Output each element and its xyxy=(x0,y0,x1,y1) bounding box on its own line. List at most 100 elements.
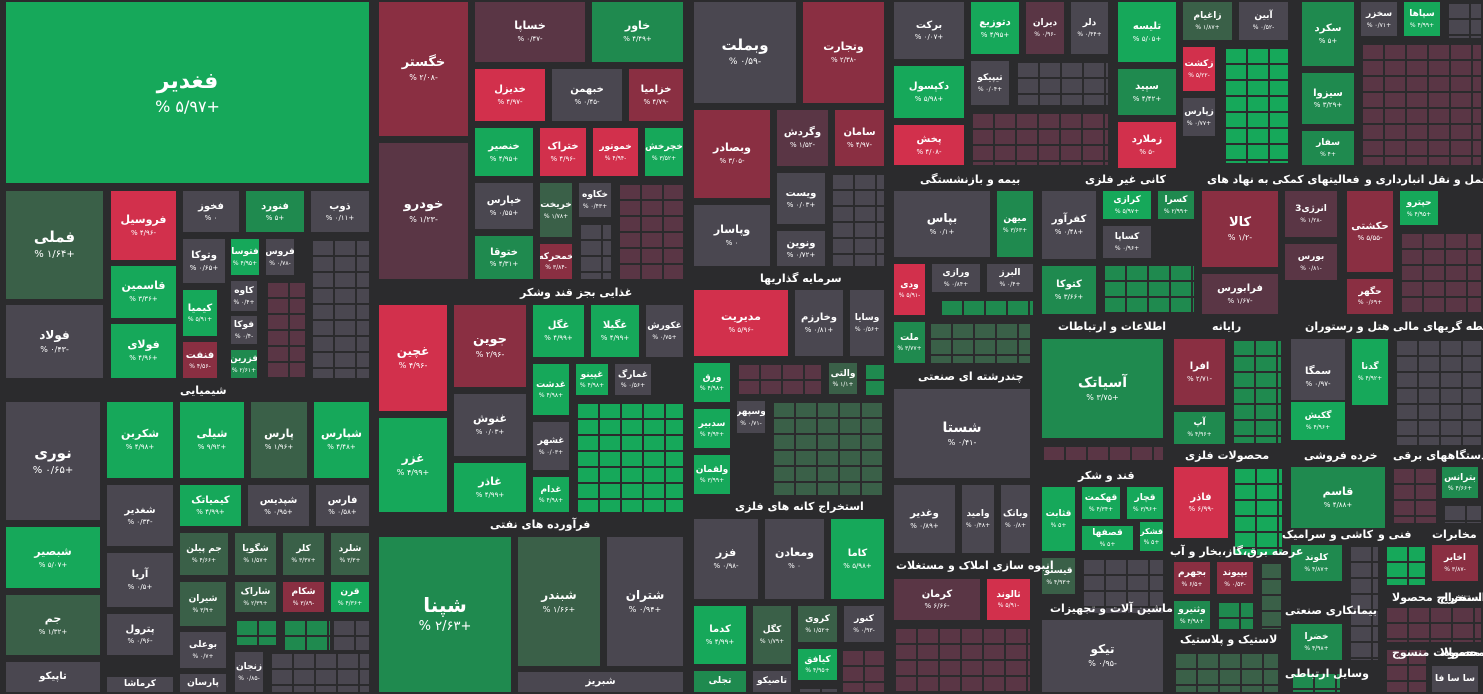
treemap-tile[interactable]: کرماشا xyxy=(105,675,175,694)
treemap-tile[interactable]: قهکمت +۴/۳۴ % xyxy=(1080,485,1122,521)
treemap-tile[interactable]: شبندر +۱/۶۶ % xyxy=(516,535,602,668)
treemap-tile[interactable]: آبین -۰/۵۲ % xyxy=(1237,0,1290,42)
treemap-tile[interactable]: کسرا +۲/۹۹ % xyxy=(1156,189,1196,221)
treemap-tile[interactable]: شغدیر -۰/۳۴ % xyxy=(105,483,175,548)
treemap-tile[interactable]: قچار +۳/۹۶ % xyxy=(1125,485,1165,521)
treemap-tile[interactable]: غدشت +۴/۹۸ % xyxy=(531,362,571,417)
treemap-tile[interactable]: وتجارت -۲/۳۸ % xyxy=(801,0,886,105)
treemap-tile[interactable]: والتی +۱/۱ % xyxy=(827,361,859,396)
treemap-tile[interactable]: افرا -۲/۷۱ % xyxy=(1172,337,1227,407)
treemap-tile[interactable]: خودرو -۱/۲۳ % xyxy=(377,141,470,281)
treemap-tile[interactable]: خکاوه +۰/۴۳ % xyxy=(577,181,613,219)
treemap-tile[interactable]: وپاسار ۰ % xyxy=(692,203,772,268)
treemap-tile[interactable]: خمحرکه -۳/۸۴ % xyxy=(538,242,574,281)
treemap-tile[interactable]: وامید +۰/۴۸ % xyxy=(960,483,996,555)
treemap-tile[interactable]: جم +۱/۳۲ % xyxy=(4,593,102,657)
treemap-tile[interactable]: شپدیس +۰/۹۵ % xyxy=(246,483,311,528)
treemap-tile[interactable]: غدام +۴/۹۸ % xyxy=(531,475,571,514)
treemap-tile[interactable]: فنورد +۵ % xyxy=(244,189,306,234)
treemap-tile[interactable]: شبصیر +۵/۰۷ % xyxy=(4,525,102,590)
treemap-tile[interactable]: کدما +۴/۹۹ % xyxy=(692,604,748,666)
treemap-tile[interactable]: شکربن +۴/۹۸ % xyxy=(105,400,175,480)
treemap-tile[interactable]: بوعلی +۰/۷ % xyxy=(178,630,228,670)
treemap-tile[interactable]: خضرا +۴/۹۸ % xyxy=(1289,622,1344,662)
treemap-tile[interactable]: دلر +۰/۴۴ % xyxy=(1069,0,1110,56)
treemap-tile[interactable]: حگهر +۰/۶۹ % xyxy=(1345,277,1395,316)
treemap-tile[interactable]: خاور +۴/۴۹ % xyxy=(590,0,685,64)
treemap-tile[interactable]: مدیریت -۵/۹۶ % xyxy=(692,288,790,358)
treemap-tile[interactable]: قثابت +۵ % xyxy=(1040,485,1077,553)
treemap-tile[interactable]: خساپا -۰/۴۷ % xyxy=(473,0,587,64)
treemap-tile[interactable]: وتوکا +۰/۶۵ % xyxy=(181,237,227,285)
treemap-tile[interactable]: غگیلا +۴/۹۹ % xyxy=(589,303,641,359)
treemap-tile[interactable]: سپاها +۴/۹۹ % xyxy=(1402,0,1442,38)
treemap-tile[interactable]: حکشتی -۵/۵۵ % xyxy=(1345,189,1395,274)
treemap-tile[interactable]: شپنا +۲/۶۳ % xyxy=(377,535,513,694)
treemap-tile[interactable]: قاسمین +۳/۳۶ % xyxy=(109,264,178,320)
treemap-tile[interactable]: وسایا +۰/۵۶ % xyxy=(848,288,886,358)
treemap-tile[interactable]: بجهرم +۶/۵ % xyxy=(1172,560,1212,596)
treemap-tile[interactable]: ورازی +۰/۸۴ % xyxy=(930,262,982,294)
treemap-tile[interactable]: وبصادر -۳/۰۵ % xyxy=(692,108,772,200)
treemap-tile[interactable]: شگویا +۱/۵۷ % xyxy=(233,531,278,577)
treemap-tile[interactable]: ویست +۰/۰۳ % xyxy=(775,171,827,226)
treemap-tile[interactable]: کلر +۳/۳۷ % xyxy=(281,531,326,577)
treemap-tile[interactable]: قشکر +۵ % xyxy=(1138,520,1165,553)
treemap-tile[interactable]: ومعادن ۰ % xyxy=(763,517,826,601)
treemap-tile[interactable]: ختوقا +۴/۳۱ % xyxy=(473,234,535,281)
treemap-tile[interactable]: غپینو +۴/۹۸ % xyxy=(574,362,610,397)
treemap-tile[interactable]: فولای +۴/۹۶ % xyxy=(109,322,178,380)
treemap-tile[interactable]: فروسیل -۴/۹۶ % xyxy=(109,189,178,262)
treemap-tile[interactable]: خدیزل -۴/۹۷ % xyxy=(473,67,547,123)
treemap-tile[interactable]: غاذر +۴/۹۹ % xyxy=(452,461,528,514)
treemap-tile[interactable]: پخش -۴/۰۸ % xyxy=(892,123,966,167)
treemap-tile[interactable]: شپارس +۴/۴۸ % xyxy=(312,400,371,480)
treemap-tile[interactable]: میهن +۳/۶۳ % xyxy=(995,189,1035,259)
treemap-tile[interactable]: خبهمن -۰/۴۵ % xyxy=(550,67,624,123)
treemap-tile[interactable]: نوری +۰/۶۵ % xyxy=(4,400,102,522)
treemap-tile[interactable]: خموتور -۴/۹۴ % xyxy=(591,126,640,178)
treemap-tile[interactable]: کالا -۱/۲ % xyxy=(1200,189,1280,269)
treemap-tile[interactable]: کنور -۰/۹۳ % xyxy=(842,604,886,644)
treemap-tile[interactable]: پارسان xyxy=(178,672,228,694)
treemap-tile[interactable]: زنجان -۰/۸۵ % xyxy=(233,650,265,694)
treemap-tile[interactable]: کیافق +۴/۹۵ % xyxy=(796,647,839,682)
treemap-tile[interactable]: غشهر +۰/۰۳ % xyxy=(531,420,571,472)
treemap-tile[interactable]: کیمیاتک +۴/۹۹ % xyxy=(178,483,243,528)
treemap-tile[interactable]: شیلی +۹/۹۲ % xyxy=(178,400,246,480)
treemap-tile[interactable]: قرن +۴/۳۶ % xyxy=(329,580,371,614)
treemap-tile[interactable]: ونوین +۰/۷۲ % xyxy=(775,229,827,268)
treemap-tile[interactable]: شکام -۳/۸۹ % xyxy=(281,580,326,614)
treemap-tile[interactable]: کفرآور +۰/۴۸ % xyxy=(1040,189,1098,261)
treemap-tile[interactable]: قیستو +۴/۹۳ % xyxy=(1040,556,1077,596)
treemap-tile[interactable]: ورق +۴/۹۸ % xyxy=(692,361,732,404)
treemap-tile[interactable]: غزر +۴/۹۹ % xyxy=(377,416,449,514)
treemap-tile[interactable]: زملارد -۵ % xyxy=(1116,120,1178,170)
treemap-tile[interactable]: شلرد +۳/۳ % xyxy=(329,531,371,577)
treemap-tile[interactable]: دکپسول +۵/۹۸ % xyxy=(892,64,966,120)
treemap-tile[interactable]: فاذر -۶/۹۹ % xyxy=(1172,465,1230,540)
treemap-tile[interactable]: کلوند +۴/۸۷ % xyxy=(1289,543,1344,583)
treemap-tile[interactable]: پارس +۱/۹۶ % xyxy=(249,400,309,480)
treemap-tile[interactable]: تاصیکو xyxy=(751,669,793,694)
treemap-tile[interactable]: فرابورس -۱/۶۷ % xyxy=(1200,272,1280,316)
treemap-tile[interactable]: دیران -۰/۹۶ % xyxy=(1024,0,1066,56)
treemap-tile[interactable]: فزر -۰/۹۸ % xyxy=(692,517,760,601)
treemap-tile[interactable]: پترول -۰/۹۶ % xyxy=(105,612,175,657)
treemap-tile[interactable]: فخوز ۰ % xyxy=(181,189,241,234)
treemap-tile[interactable]: وگردش -۱/۵۲ % xyxy=(775,108,830,168)
treemap-tile[interactable]: وثنیرو +۴/۹۸ % xyxy=(1172,599,1212,631)
treemap-tile[interactable]: اخابر -۳/۸۷ % xyxy=(1430,543,1480,583)
treemap-tile[interactable]: ملت +۳/۷۷ % xyxy=(892,320,927,365)
treemap-tile[interactable]: فملی +۱/۶۴ % xyxy=(4,189,105,301)
treemap-tile[interactable]: شتران +۰/۹۴ % xyxy=(605,535,685,668)
treemap-tile[interactable]: غگل +۴/۹۹ % xyxy=(531,303,586,359)
treemap-tile[interactable]: تیپیکو +۰/۰۴ % xyxy=(969,59,1011,107)
treemap-tile[interactable]: شیران +۳/۹ % xyxy=(178,580,228,628)
treemap-tile[interactable]: قصفها +۵ % xyxy=(1080,524,1135,552)
treemap-tile[interactable]: شاراک +۲/۳۹ % xyxy=(233,580,278,614)
treemap-tile[interactable]: گدنا +۴/۹۲ % xyxy=(1350,337,1390,407)
treemap-tile[interactable]: سکرد +۵ % xyxy=(1300,0,1356,68)
treemap-tile[interactable]: فنفت -۴/۵۶ % xyxy=(181,340,219,380)
treemap-tile[interactable]: البرز +۰/۴ % xyxy=(985,262,1035,294)
